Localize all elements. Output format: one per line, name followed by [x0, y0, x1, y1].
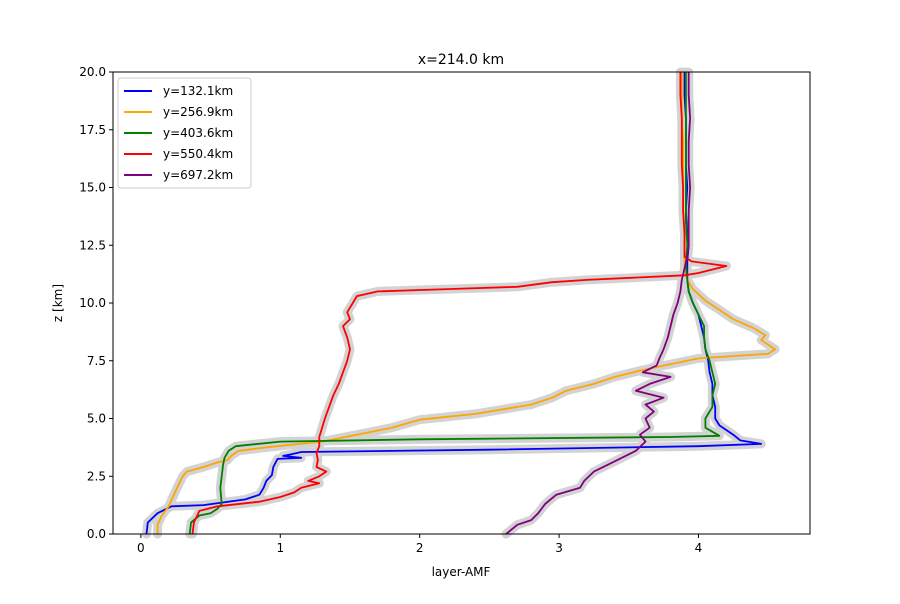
y-tick-label: 2.5 [87, 469, 106, 483]
x-tick-label: 2 [416, 541, 424, 555]
x-tick-label: 4 [695, 541, 703, 555]
series-lines [145, 72, 776, 535]
y-tick-label: 10.0 [79, 296, 106, 310]
legend-box [117, 77, 252, 189]
y-axis-label: z [km] [51, 284, 65, 322]
series-line-3 [188, 72, 721, 535]
y-tick-label: 7.5 [87, 354, 106, 368]
legend-label-1: y=132.1km [163, 84, 233, 98]
y-tick-label: 12.5 [79, 238, 106, 252]
legend: y=132.1km y=256.9km y=403.6km y=550.4km y=69… [117, 77, 252, 189]
series-line-4 [191, 72, 728, 535]
x-tick-label: 1 [276, 541, 284, 555]
legend-label-5: y=697.2km [163, 168, 233, 182]
y-tick-label: 17.5 [79, 123, 106, 137]
y-axis-ticks: 0.0 2.5 5.0 7.5 10.0 12.5 15.0 17.5 20.0 [79, 65, 113, 541]
series-line-5 [505, 72, 691, 535]
y-tick-label: 20.0 [79, 65, 106, 79]
x-axis-label: layer-AMF [432, 565, 491, 579]
x-axis-ticks: 0 1 2 3 4 [137, 534, 702, 555]
y-tick-label: 5.0 [87, 412, 106, 426]
legend-label-4: y=550.4km [163, 147, 233, 161]
y-tick-label: 0.0 [87, 527, 106, 541]
legend-label-2: y=256.9km [163, 105, 233, 119]
x-tick-label: 3 [555, 541, 563, 555]
legend-label-3: y=403.6km [163, 126, 233, 140]
series-line-1 [145, 72, 763, 535]
y-tick-label: 15.0 [79, 181, 106, 195]
chart-title: x=214.0 km [418, 52, 504, 68]
x-tick-label: 0 [137, 541, 145, 555]
